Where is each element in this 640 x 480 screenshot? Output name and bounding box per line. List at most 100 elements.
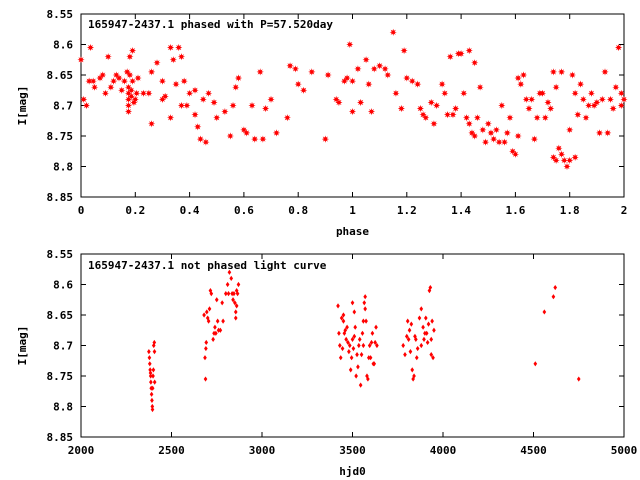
data-point bbox=[321, 135, 329, 143]
data-point bbox=[430, 318, 434, 324]
data-point bbox=[370, 330, 375, 336]
data-point bbox=[300, 86, 308, 94]
data-point bbox=[428, 284, 433, 291]
data-point bbox=[150, 406, 155, 413]
data-point bbox=[211, 336, 215, 342]
data-point bbox=[347, 349, 351, 355]
data-point bbox=[367, 342, 372, 349]
data-point bbox=[563, 162, 571, 171]
x-tick-label: 4000 bbox=[430, 444, 457, 457]
data-point bbox=[213, 324, 217, 330]
data-point bbox=[356, 364, 360, 370]
data-point bbox=[423, 315, 428, 321]
data-point bbox=[233, 300, 237, 306]
data-point bbox=[416, 104, 424, 113]
data-point bbox=[361, 318, 366, 324]
data-point bbox=[522, 95, 530, 103]
data-point bbox=[571, 89, 579, 97]
data-point bbox=[150, 403, 155, 410]
data-point bbox=[339, 315, 344, 321]
plot-frame bbox=[80, 13, 625, 198]
data-point bbox=[148, 68, 156, 76]
data-point bbox=[415, 345, 420, 352]
data-point bbox=[352, 333, 357, 339]
chart-title: 165947-2437.1 not phased light curve bbox=[88, 259, 327, 272]
data-point bbox=[403, 352, 407, 358]
data-point bbox=[404, 333, 409, 339]
data-point bbox=[236, 281, 241, 288]
y-tick-label: 8.65 bbox=[47, 309, 74, 322]
data-point bbox=[517, 80, 525, 88]
data-point bbox=[495, 138, 503, 146]
y-axis-label: I[mag] bbox=[16, 86, 29, 126]
data-point bbox=[577, 80, 585, 88]
data-point bbox=[381, 65, 389, 73]
data-point bbox=[89, 77, 97, 85]
data-point bbox=[361, 342, 366, 349]
data-point bbox=[487, 129, 495, 137]
data-point bbox=[542, 309, 547, 315]
data-point bbox=[587, 89, 595, 97]
data-point bbox=[167, 43, 175, 52]
data-point bbox=[175, 43, 183, 52]
data-point bbox=[601, 68, 609, 76]
data-point bbox=[148, 370, 153, 376]
data-point bbox=[149, 379, 153, 385]
data-point bbox=[441, 89, 449, 97]
data-point bbox=[422, 336, 426, 342]
data-point bbox=[283, 114, 291, 122]
data-point bbox=[530, 135, 538, 143]
data-point bbox=[191, 111, 199, 119]
data-point bbox=[533, 361, 538, 367]
data-point bbox=[209, 291, 214, 297]
data-point bbox=[593, 98, 601, 107]
data-point bbox=[86, 43, 95, 52]
y-tick-label: 8.75 bbox=[47, 370, 74, 383]
data-point bbox=[338, 355, 343, 361]
data-point bbox=[177, 53, 186, 61]
y-tick-label: 8.7 bbox=[53, 100, 73, 113]
data-point bbox=[430, 120, 438, 128]
data-point bbox=[433, 101, 441, 110]
data-point bbox=[183, 101, 191, 110]
data-point bbox=[107, 83, 115, 91]
data-point bbox=[232, 83, 240, 91]
data-point bbox=[412, 373, 416, 379]
data-point bbox=[367, 108, 376, 116]
data-point bbox=[571, 153, 579, 161]
data-point bbox=[357, 342, 361, 349]
data-point bbox=[226, 291, 231, 297]
data-point bbox=[533, 114, 541, 122]
data-point bbox=[161, 92, 169, 100]
data-point bbox=[196, 135, 205, 143]
data-point bbox=[134, 74, 142, 82]
x-tick-label: 0.2 bbox=[125, 204, 145, 217]
data-point bbox=[221, 108, 229, 116]
data-point bbox=[407, 327, 412, 333]
data-point bbox=[421, 324, 425, 330]
data-point bbox=[514, 74, 522, 82]
data-point bbox=[225, 281, 230, 288]
data-point bbox=[234, 288, 239, 294]
data-point bbox=[104, 53, 112, 61]
data-point bbox=[606, 95, 614, 103]
data-point bbox=[172, 80, 180, 88]
data-point bbox=[251, 135, 259, 143]
data-point bbox=[259, 135, 267, 143]
data-point bbox=[351, 345, 356, 352]
data-point bbox=[221, 318, 225, 324]
data-point bbox=[344, 336, 348, 342]
y-tick-label: 8.75 bbox=[47, 130, 74, 143]
chart-title: 165947-2437.1 phased with P=57.520day bbox=[88, 18, 333, 31]
data-point bbox=[343, 74, 351, 82]
x-tick-label: 2500 bbox=[158, 444, 185, 457]
data-point bbox=[585, 101, 593, 110]
data-point bbox=[558, 68, 566, 76]
data-point bbox=[422, 114, 430, 122]
data-point bbox=[427, 98, 435, 107]
data-point bbox=[369, 339, 374, 346]
phased-light-curve-panel: 0 0.2 0.4 0.6 0.8 1 1.2 1.4 1.6 1.8 2 8.55 8.6 8.65 8.… bbox=[16, 8, 628, 238]
data-point bbox=[352, 309, 357, 315]
data-point bbox=[205, 315, 210, 321]
data-point bbox=[551, 294, 556, 300]
